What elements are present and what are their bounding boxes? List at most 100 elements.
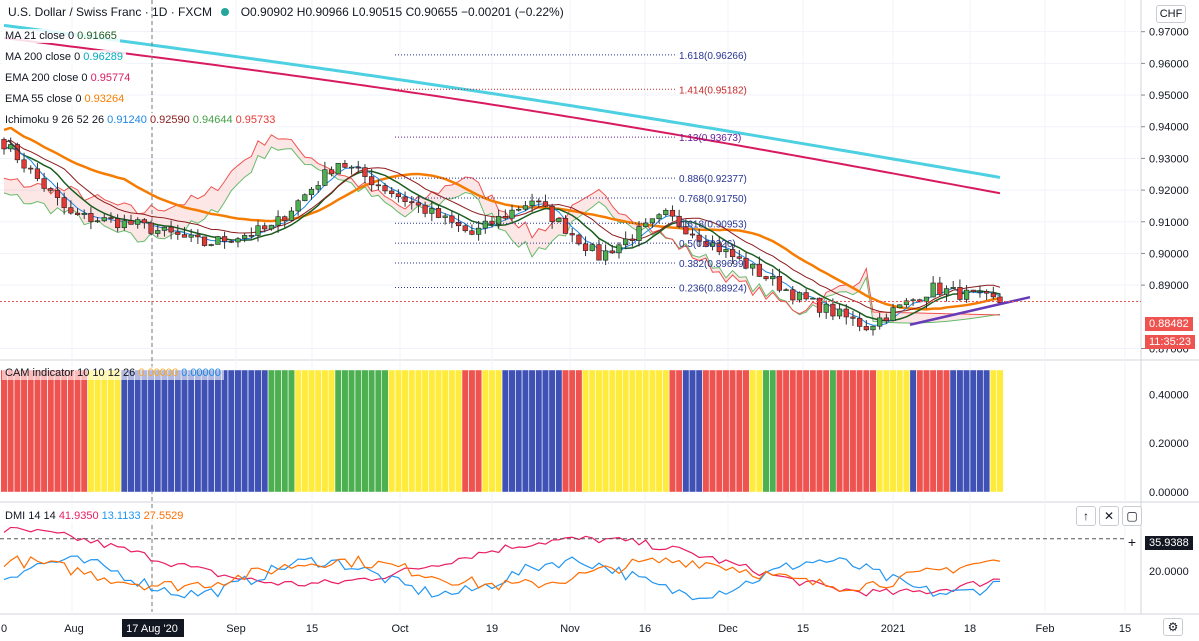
fib-level-label: 0.886(0.92377) — [679, 174, 747, 185]
cam-bar — [80, 369, 88, 493]
cam-bar — [60, 369, 68, 493]
cam-bar — [174, 369, 182, 493]
candle-body — [201, 236, 208, 246]
cam-bar — [40, 369, 48, 493]
candle — [121, 214, 127, 231]
candle — [756, 256, 762, 277]
candle-body — [161, 226, 168, 231]
candle-body — [148, 222, 154, 234]
legend-ema55[interactable]: EMA 55 close 0 0.93264 — [2, 92, 128, 106]
legend-ma200[interactable]: MA 200 close 0 0.96289 — [2, 50, 127, 64]
cam-bar — [769, 369, 777, 493]
candle — [21, 152, 27, 173]
time-axis-label: 15 — [797, 623, 809, 635]
time-axis-label: 15 — [306, 623, 318, 635]
cam-bar — [74, 369, 81, 493]
candle — [402, 191, 408, 207]
cam-bar — [34, 369, 41, 493]
candle-body — [302, 194, 308, 202]
candle — [542, 194, 549, 208]
candle — [589, 243, 595, 252]
last-price-tag: 0.88482 — [1145, 317, 1193, 331]
candle-body — [188, 234, 194, 238]
candle — [208, 243, 214, 247]
cam-bar — [916, 369, 924, 493]
candle — [843, 304, 849, 325]
cam-bar — [107, 369, 115, 493]
candle-body — [656, 214, 662, 220]
cam-bar — [408, 369, 416, 493]
cam-bar — [47, 369, 55, 493]
cam-bar — [896, 369, 904, 493]
candle-body — [776, 276, 783, 291]
candle-body — [502, 216, 508, 219]
candle — [569, 227, 575, 243]
candle-body — [48, 188, 54, 191]
legend-ichimoku[interactable]: Ichimoku 9 26 52 26 0.91240 0.92590 0.94… — [2, 113, 279, 127]
dmi-minus-line — [3, 555, 1001, 592]
legend-cam[interactable]: CAM indicator 10 10 12 26 0.00000 0.0000… — [2, 366, 224, 380]
candle-body — [455, 221, 462, 227]
candle — [148, 220, 154, 236]
candle-body — [369, 176, 375, 186]
candle-body — [589, 244, 595, 251]
candle — [656, 212, 662, 224]
cam-bar — [829, 369, 837, 493]
close-pane-button[interactable]: ✕ — [1099, 506, 1119, 526]
candle — [101, 214, 107, 223]
candle — [990, 286, 996, 300]
price-axis-label: 0.89000 — [1149, 280, 1189, 292]
cam-bar — [254, 369, 262, 493]
candle — [629, 234, 635, 247]
fib-level-label: 0.236(0.88924) — [679, 284, 747, 295]
candle — [857, 312, 863, 332]
settings-gear-icon[interactable]: ⚙ — [1163, 618, 1183, 636]
legend-ema200[interactable]: EMA 200 close 0 0.95774 — [2, 71, 134, 85]
legend-ma21[interactable]: MA 21 close 0 0.91665 — [2, 29, 120, 43]
candle — [108, 212, 114, 223]
candle-body — [328, 169, 335, 175]
cam-bar — [368, 369, 376, 493]
candle-body — [870, 325, 876, 331]
cam-bar — [515, 369, 523, 493]
ichimoku-base-line — [3, 139, 1001, 314]
maximize-pane-button[interactable]: ▢ — [1122, 506, 1142, 526]
cam-bar — [234, 369, 242, 493]
candle-body — [522, 205, 528, 210]
candle-body — [41, 178, 47, 189]
cam-bar — [842, 369, 850, 493]
candle — [796, 291, 803, 303]
cam-bar — [856, 369, 864, 493]
candle — [649, 218, 656, 228]
candle — [609, 244, 615, 254]
cam-bar — [334, 369, 342, 493]
candle — [449, 210, 455, 229]
candle — [161, 226, 168, 237]
cam-bar — [682, 369, 690, 493]
candle — [509, 204, 515, 222]
ichimoku-span-a — [3, 146, 1001, 324]
candle-body — [429, 208, 435, 214]
candle — [763, 275, 769, 281]
currency-badge[interactable]: CHF — [1156, 5, 1186, 23]
candle — [255, 220, 261, 242]
move-pane-up-button[interactable]: ↑ — [1076, 506, 1096, 526]
cam-bar — [20, 369, 28, 493]
candle — [322, 161, 328, 187]
ichimoku-cloud — [4, 134, 1000, 324]
candle-body — [623, 238, 629, 246]
candle — [636, 220, 642, 247]
add-indicator-button[interactable]: + — [1125, 535, 1139, 549]
price-axis-label: 0.93000 — [1149, 153, 1189, 165]
symbol-title[interactable]: U.S. Dollar / Swiss Franc · 1D · FXCM — [8, 5, 213, 19]
candle — [135, 217, 141, 229]
cam-bar — [147, 369, 155, 493]
price-axis-label: 0.92000 — [1149, 185, 1189, 197]
candle — [88, 207, 94, 230]
candle-body — [696, 234, 702, 242]
legend-dmi[interactable]: DMI 14 14 41.9350 13.1133 27.5529 — [2, 509, 187, 523]
candle — [462, 224, 468, 233]
cam-bar — [976, 369, 984, 493]
cam-bar — [755, 369, 763, 493]
